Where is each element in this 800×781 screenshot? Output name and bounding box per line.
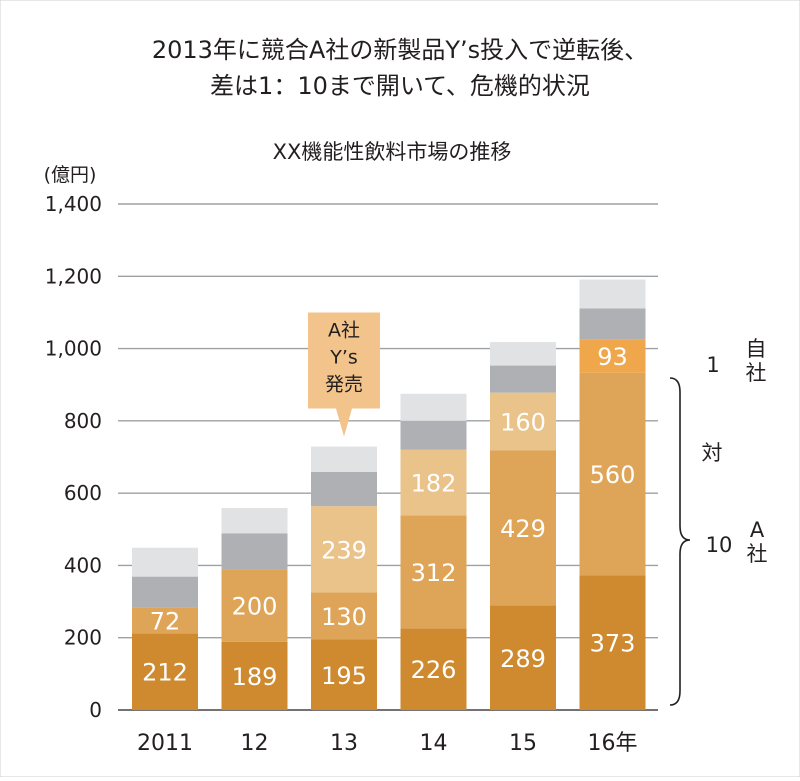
bar-value-label: 560 xyxy=(590,461,636,489)
bar-segment-a_dark xyxy=(579,575,646,710)
ratio-annotation: 1 自 社 対 10 A 社 xyxy=(669,337,768,706)
bar-segment-others_light xyxy=(490,342,556,366)
headline-line-1: 2013年に競合A社の新製品Y’s投入で逆転後、 xyxy=(152,36,648,64)
bar-segment-others_light xyxy=(579,279,646,309)
bar-segment-a_mid xyxy=(311,592,377,640)
callout-line-2: Y’s xyxy=(329,347,358,369)
own-label-char-1: 自 xyxy=(746,337,767,361)
headline-line-2: 差は1：10まで開いて、危機的状況 xyxy=(210,72,590,100)
bar-segment-a_light xyxy=(311,506,377,593)
bar-segment-others_light xyxy=(221,507,288,534)
bar-value-label: 160 xyxy=(500,409,546,437)
bar-segment-a_light xyxy=(490,392,556,451)
bar-value-label: 200 xyxy=(232,593,278,621)
bar-value-label: 289 xyxy=(500,645,546,673)
bar-segment-own xyxy=(579,339,646,373)
y-tick-label: 1,000 xyxy=(45,337,102,361)
bars-layer xyxy=(132,279,646,710)
bar-value-label: 226 xyxy=(411,656,457,684)
bar-segment-others_dark xyxy=(132,576,198,608)
own-ratio-number: 1 xyxy=(706,353,719,377)
x-tick-label: 13 xyxy=(330,731,358,756)
bar-segment-a_dark xyxy=(400,628,467,710)
y-tick-label: 600 xyxy=(64,481,102,505)
bar-value-label: 182 xyxy=(411,470,457,498)
bar-segment-a_mid xyxy=(400,515,467,629)
x-tick-label: 14 xyxy=(420,731,448,756)
bar-segment-a_dark xyxy=(311,639,377,710)
own-label-char-2: 社 xyxy=(746,361,767,385)
a-label-char-2: 社 xyxy=(747,542,768,566)
y-tick-label: 400 xyxy=(64,553,102,577)
y-tick-label: 1,400 xyxy=(45,192,102,216)
bar-segment-a_mid xyxy=(132,607,198,634)
bar-segment-a_dark xyxy=(490,605,556,710)
callout-line-3: 発売 xyxy=(325,374,363,396)
bar-segment-others_dark xyxy=(311,471,377,507)
bar-segment-a_light xyxy=(400,449,467,516)
x-axis-ticks: 2011 12 13 14 15 16年 xyxy=(137,731,638,756)
x-tick-label: 15 xyxy=(509,731,537,756)
bar-segment-others_light xyxy=(311,446,377,472)
bar-segment-others_light xyxy=(400,393,467,421)
bar-value-label: 93 xyxy=(597,343,628,371)
bar-value-label: 312 xyxy=(411,559,457,587)
y-tick-label: 800 xyxy=(64,409,102,433)
a-label-char-1: A xyxy=(750,518,765,542)
x-tick-label: 16年 xyxy=(588,731,638,756)
bar-value-label: 72 xyxy=(150,607,181,635)
bar-segment-others_light xyxy=(132,547,198,577)
bar-value-label: 195 xyxy=(321,662,367,690)
chart-title: XX機能性飲料市場の推移 xyxy=(273,140,512,164)
y-tick-label: 0 xyxy=(89,698,102,722)
callout-arrow-shape xyxy=(308,312,380,437)
bar-value-label: 189 xyxy=(232,663,278,691)
bar-segment-a_dark xyxy=(132,633,198,710)
bar-segment-a_dark xyxy=(221,641,288,710)
bar-value-label: 239 xyxy=(321,536,367,564)
y-tick-label: 200 xyxy=(64,626,102,650)
bar-segment-a_mid xyxy=(579,372,646,576)
bar-value-label: 373 xyxy=(590,630,636,658)
bar-value-label: 429 xyxy=(500,515,546,543)
y-tick-label: 1,200 xyxy=(45,264,102,288)
bar-value-label: 130 xyxy=(321,603,367,631)
callout-line-1: A社 xyxy=(328,320,360,342)
bar-segment-a_mid xyxy=(221,569,288,642)
bar-segment-others_dark xyxy=(579,308,646,340)
bar-segment-others_dark xyxy=(490,365,556,393)
bar-segment-others_dark xyxy=(221,533,288,570)
bar-value-labels: 212 72 189 200 195 130 239 226 312 182 289 429 160 37… xyxy=(142,343,635,691)
bar-segment-others_dark xyxy=(400,420,467,450)
x-tick-label: 2011 xyxy=(137,731,193,756)
bar-segment-a_mid xyxy=(490,450,556,606)
bar-value-label: 212 xyxy=(142,659,188,687)
a-ratio-number: 10 xyxy=(706,533,733,557)
y-axis-unit-label: (億円) xyxy=(44,164,97,186)
ratio-versus-label: 対 xyxy=(702,441,723,465)
x-tick-label: 12 xyxy=(241,731,269,756)
curly-brace xyxy=(669,377,691,706)
callout-arrow: A社 Y’s 発売 xyxy=(308,312,380,437)
grid-layer xyxy=(118,203,658,711)
y-axis-ticks: 0 200 400 600 800 1,000 1,200 1,400 xyxy=(45,192,102,722)
